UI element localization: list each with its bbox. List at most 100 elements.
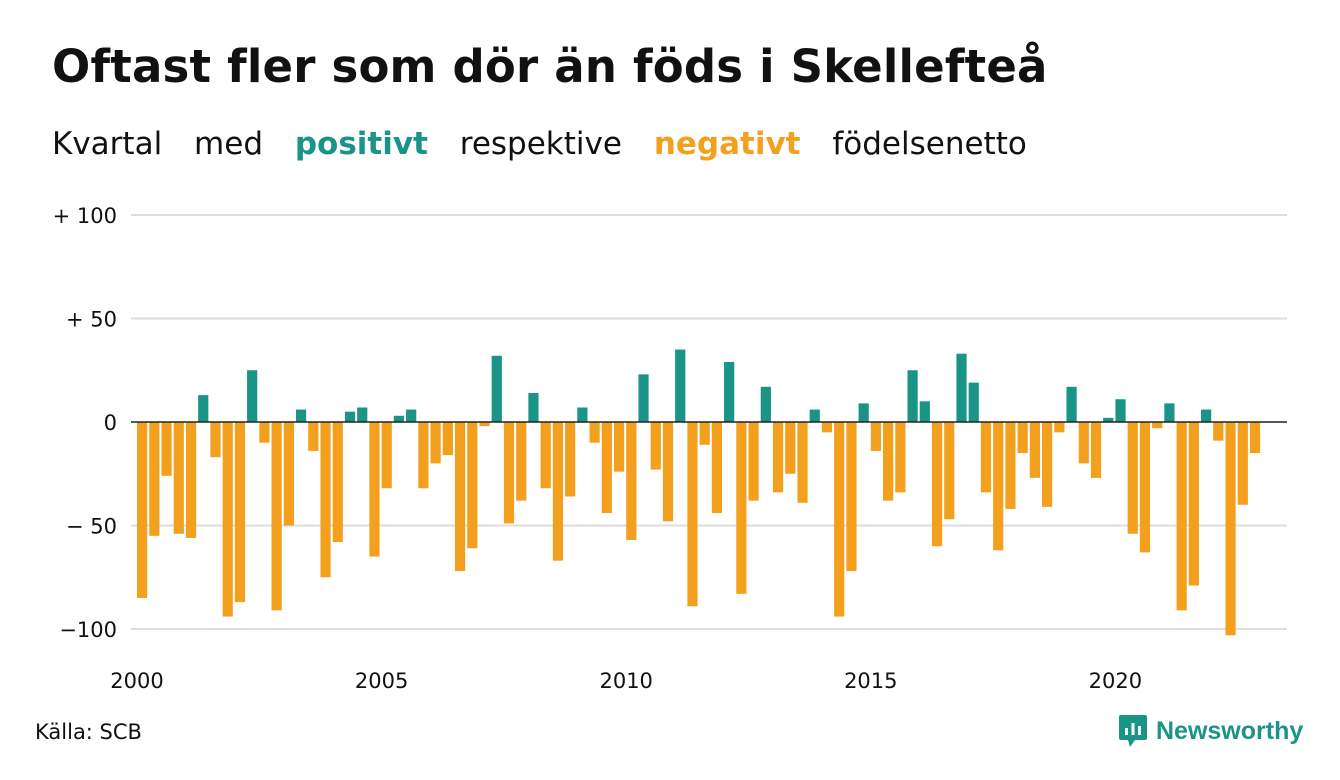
chart-bar: [919, 401, 930, 422]
chart-bar: [1152, 422, 1163, 429]
chart-bar: [895, 422, 906, 493]
chart-bar: [870, 422, 881, 451]
subtitle-word-kvartal: Kvartal: [52, 126, 163, 162]
chart-bar: [993, 422, 1004, 551]
chart-bar: [1066, 386, 1077, 422]
chart-bar: [1201, 409, 1212, 422]
chart-bar: [1188, 422, 1199, 586]
chart-bar: [479, 422, 490, 427]
chart-bar: [137, 422, 148, 598]
chart-bar: [247, 370, 258, 422]
x-tick-label: 2005: [355, 669, 408, 693]
chart-bar: [772, 422, 784, 493]
chart-bar: [675, 349, 686, 422]
chart-bar: [308, 422, 319, 451]
x-tick-label: 2020: [1089, 669, 1142, 693]
chart-bar: [711, 422, 723, 514]
chart-bar: [931, 422, 943, 547]
chart-bar: [210, 422, 221, 458]
chart-bar: [760, 386, 771, 422]
chart-bar: [1225, 422, 1236, 636]
chart-bar: [736, 422, 747, 594]
chart-bar: [1237, 422, 1248, 505]
chart-bar: [295, 409, 307, 422]
chart-bar: [662, 422, 674, 522]
chart-bar: [271, 422, 282, 611]
chart-bar: [748, 422, 759, 501]
chart-bar: [173, 422, 184, 534]
chart-title: Oftast fler som dör än föds i Skellefteå: [52, 40, 1048, 93]
chart-bar: [577, 407, 588, 422]
chart-bar: [1139, 422, 1151, 553]
chart-bar: [1017, 422, 1028, 454]
chart-bar: [1249, 422, 1261, 454]
chart-bar: [161, 422, 172, 476]
chart-bar: [185, 422, 197, 538]
chart-bar: [821, 422, 833, 433]
chart-bar: [944, 422, 955, 520]
chart-bar: [980, 422, 992, 493]
chart-bar: [357, 407, 368, 422]
x-tick-label: 2000: [110, 669, 163, 693]
chart-bar: [809, 409, 820, 422]
chart-bar: [650, 422, 661, 470]
subtitle-word-med: med: [194, 126, 263, 162]
chart-bar: [430, 422, 441, 464]
chart-bar: [797, 422, 808, 503]
chart-bar: [320, 422, 331, 578]
chart-bar: [503, 422, 515, 524]
chart-bar: [552, 422, 564, 561]
y-tick-label: 0: [104, 411, 117, 435]
chart-bar: [234, 422, 246, 603]
chart-bar: [418, 422, 429, 489]
chart-bar: [834, 422, 845, 617]
newsworthy-logo: Newsworthy: [1118, 713, 1303, 749]
chart-bar: [638, 374, 649, 422]
chart-bar: [1005, 422, 1016, 509]
y-tick-label: −100: [59, 618, 117, 642]
subtitle-word-respektive: respektive: [459, 126, 622, 162]
chart-bar: [1078, 422, 1089, 464]
chart-bar: [1054, 422, 1065, 433]
chart-bar: [846, 422, 857, 572]
chart-bar: [1164, 403, 1175, 422]
chart-bar: [198, 395, 209, 422]
chart-bar: [724, 361, 735, 422]
chart-bar: [528, 393, 539, 422]
newsworthy-logo-icon: [1119, 715, 1147, 747]
chart-bar: [626, 422, 637, 540]
y-tick-label: + 50: [66, 308, 117, 332]
chart-bar: [491, 355, 502, 422]
chart-bar: [222, 422, 233, 617]
chart-bar: [565, 422, 576, 497]
chart-bar: [589, 422, 600, 443]
newsworthy-logo-text: Newsworthy: [1156, 716, 1304, 745]
chart-bar: [1115, 399, 1126, 422]
chart-bar: [699, 422, 710, 445]
source-note: Källa: SCB: [35, 720, 142, 744]
chart-bar: [381, 422, 392, 489]
chart-bar: [968, 382, 979, 422]
chart-bar: [369, 422, 380, 557]
chart-bar: [1213, 422, 1224, 441]
y-tick-label: + 100: [53, 204, 117, 228]
x-tick-label: 2015: [844, 669, 897, 693]
chart-bar: [1103, 417, 1114, 422]
chart-bar: [883, 422, 894, 501]
chart-bar: [687, 422, 698, 607]
chart-bar: [283, 422, 294, 526]
chart-bar: [393, 415, 405, 422]
chart-bar: [406, 409, 417, 422]
chart-bar: [601, 422, 612, 514]
chart-bar: [785, 422, 796, 474]
subtitle-word-fodelsenetto: födelsenetto: [832, 126, 1027, 162]
chart-bar: [1042, 422, 1053, 507]
chart-bar: [1090, 422, 1102, 478]
chart-bar: [467, 422, 478, 549]
chart-bar: [149, 422, 160, 536]
chart-bar: [259, 422, 270, 443]
chart-bar: [1176, 422, 1187, 611]
y-tick-label: − 50: [66, 515, 117, 539]
chart-bar: [858, 403, 869, 422]
chart-bar: [1029, 422, 1040, 478]
